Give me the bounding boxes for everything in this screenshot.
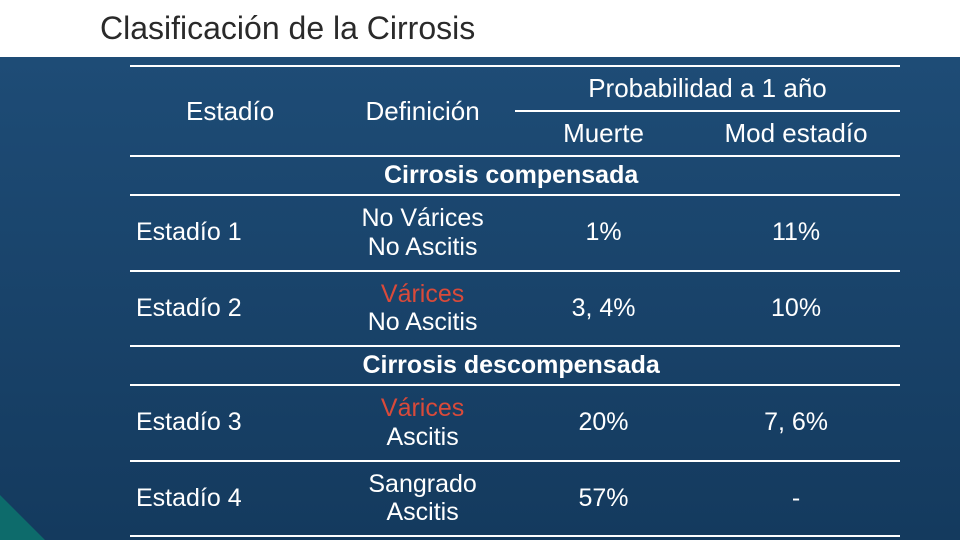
col-header-stage: Estadío [130, 66, 330, 156]
section-row-compensada: Cirrosis compensada [130, 156, 900, 195]
mod-cell: 10% [692, 271, 900, 347]
stage-number-value: 3 [228, 408, 242, 436]
definition-line-2: No Ascitis [334, 308, 511, 337]
definition-cell: No Várices No Ascitis [330, 195, 515, 271]
col-header-muerte: Muerte [515, 111, 692, 156]
definition-cell: Sangrado Ascitis [330, 461, 515, 537]
muerte-cell: 20% [515, 385, 692, 461]
stage-number-value: 2 [228, 294, 242, 322]
definition-line-1: Sangrado [334, 470, 511, 499]
table-row: Estadío 3 Várices Ascitis 20% 7, 6% [130, 385, 900, 461]
stage-cell: Estadío 3 [130, 385, 330, 461]
col-header-mod: Mod estadío [692, 111, 900, 156]
definition-line-1: Várices [334, 394, 511, 423]
definition-line-2: Ascitis [334, 423, 511, 452]
table-row: Estadío 4 Sangrado Ascitis 57% - [130, 461, 900, 537]
muerte-cell: 57% [515, 461, 692, 537]
stage-label: Estadío [136, 408, 221, 436]
definition-cell: Várices Ascitis [330, 385, 515, 461]
definition-cell: Várices No Ascitis [330, 271, 515, 347]
mod-cell: 11% [692, 195, 900, 271]
table-row: Estadío 1 No Várices No Ascitis 1% 11% [130, 195, 900, 271]
classification-table-container: Estadío Definición Probabilidad a 1 año … [0, 57, 960, 537]
definition-line-2: Ascitis [334, 498, 511, 527]
stage-label: Estadío [136, 484, 221, 512]
muerte-cell: 1% [515, 195, 692, 271]
muerte-cell: 3, 4% [515, 271, 692, 347]
page-title: Clasificación de la Cirrosis [0, 0, 960, 57]
definition-line-2: No Ascitis [334, 233, 511, 262]
mod-cell: 7, 6% [692, 385, 900, 461]
definition-line-1: No Várices [334, 204, 511, 233]
definition-line-1: Várices [334, 280, 511, 309]
stage-cell: Estadío 2 [130, 271, 330, 347]
table-header-row-1: Estadío Definición Probabilidad a 1 año [130, 66, 900, 111]
stage-label: Estadío [136, 294, 221, 322]
section-label-compensada: Cirrosis compensada [330, 156, 692, 195]
stage-number-value: 1 [228, 218, 242, 246]
section-label-descompensada: Cirrosis descompensada [330, 346, 692, 385]
corner-accent-icon [0, 495, 45, 540]
stage-cell: Estadío 1 [130, 195, 330, 271]
col-header-definition: Definición [330, 66, 515, 156]
section-row-descompensada: Cirrosis descompensada [130, 346, 900, 385]
stage-cell: Estadío 4 [130, 461, 330, 537]
col-header-prob-group: Probabilidad a 1 año [515, 66, 900, 111]
stage-label: Estadío [136, 218, 221, 246]
table-row: Estadío 2 Várices No Ascitis 3, 4% 10% [130, 271, 900, 347]
stage-number-value: 4 [228, 484, 242, 512]
classification-table: Estadío Definición Probabilidad a 1 año … [130, 65, 900, 537]
mod-cell: - [692, 461, 900, 537]
